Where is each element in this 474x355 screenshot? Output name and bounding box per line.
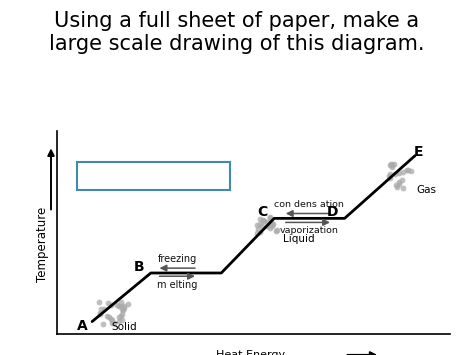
Text: con dens ation: con dens ation [274,201,344,209]
Text: vaporization: vaporization [280,226,339,235]
Text: B: B [134,260,145,274]
Text: Gas: Gas [416,185,436,195]
Text: Using a full sheet of paper, make a
large scale drawing of this diagram.: Using a full sheet of paper, make a larg… [49,11,425,54]
FancyBboxPatch shape [77,162,230,190]
Text: Solid: Solid [111,322,137,332]
Text: C: C [257,205,267,219]
Text: Temperature: Temperature [36,207,49,282]
Text: E: E [414,144,423,159]
Text: m elting: m elting [157,280,198,290]
Text: Heat Energy: Heat Energy [216,350,285,355]
Text: D: D [327,205,338,219]
Text: freezing: freezing [158,254,197,264]
Text: A: A [77,320,88,333]
Text: Liquid: Liquid [283,234,315,244]
